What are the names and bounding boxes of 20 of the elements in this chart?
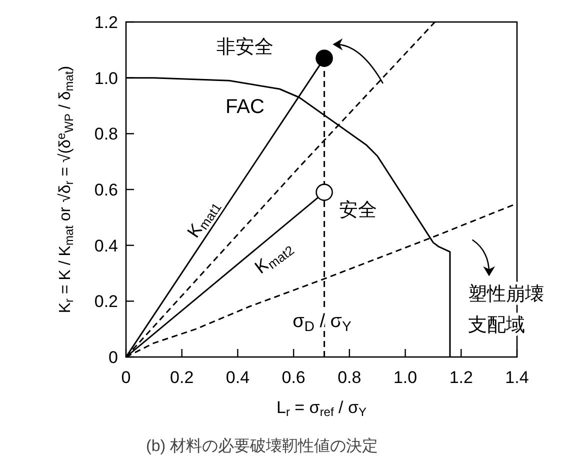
y-tick-label: 1.2 xyxy=(94,13,118,32)
x-tick-label: 1.0 xyxy=(393,368,418,387)
y-tick-label: 0.4 xyxy=(94,236,118,256)
annotation: 非安全 xyxy=(216,36,274,58)
y-tick-label: 0.2 xyxy=(94,292,118,312)
y-tick-label: 0 xyxy=(108,348,118,367)
x-tick-label: 1.2 xyxy=(449,368,473,387)
text: (b) 材料の必要破壊靭性値の決定 xyxy=(146,437,378,455)
annotation: 安全 xyxy=(339,199,377,221)
y-tick-label: 1.0 xyxy=(94,68,118,88)
x-tick-label: 0.2 xyxy=(170,368,194,387)
x-tick-label: 0.8 xyxy=(338,368,362,387)
x-tick-label: 0 xyxy=(121,368,131,387)
y-tick-label: 0.8 xyxy=(94,124,118,144)
x-tick-label: 0.6 xyxy=(282,368,306,387)
x-tick-label: 1.4 xyxy=(505,368,529,387)
y-tick-label: 0.6 xyxy=(94,180,118,200)
x-axis-title: L$_{r}$ = σ$_{ref}$ / σ$_{Y}$ xyxy=(276,398,367,419)
annotation: FAC xyxy=(226,96,264,118)
x-tick-label: 0.4 xyxy=(226,368,250,387)
